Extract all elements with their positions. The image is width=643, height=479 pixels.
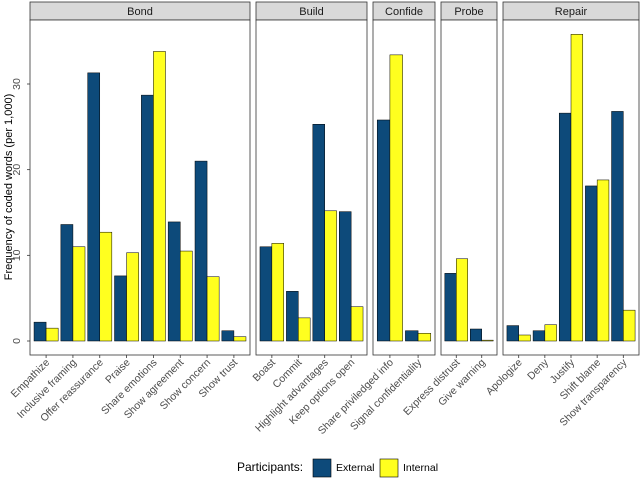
bar-internal-highlight-advantages (324, 210, 337, 342)
bar-external-keep-options-open (339, 211, 352, 342)
strip-label: Repair (555, 6, 588, 18)
legend-label-external: External (336, 462, 375, 474)
bar-internal-shift-blame (596, 179, 610, 342)
strip-label: Probe (454, 6, 483, 18)
strip-label: Confide (385, 6, 423, 18)
y-axis-title: Frequency of coded words (per 1,000) (3, 94, 15, 281)
bar-internal-show-trust (233, 336, 247, 342)
bar-external-praise (114, 275, 127, 342)
strip-label: Build (299, 6, 323, 18)
bar-external-express-distrust (444, 273, 457, 342)
bar-internal-apologize (518, 334, 531, 342)
bar-internal-empathize (45, 327, 59, 342)
bar-external-show-concern (194, 160, 208, 342)
bar-internal-deny (544, 324, 557, 342)
y-axis-title-group: Frequency of coded words (per 1,000) (3, 94, 15, 281)
bar-internal-praise (126, 252, 139, 342)
bar-internal-offer-reassurance (99, 231, 113, 342)
bar-external-show-transparency (611, 111, 624, 342)
bar-internal-show-concern (206, 276, 220, 342)
y-axis: 0 10 20 30 (11, 78, 30, 344)
bar-internal-signal-confidentiality (417, 333, 432, 342)
bar-external-show-agreement (167, 221, 181, 342)
legend-swatch-external (312, 458, 332, 478)
bar-internal-express-distrust (456, 258, 468, 342)
bar-external-show-trust (221, 330, 235, 342)
bar-internal-give-warning (481, 339, 494, 342)
x-tick-label-apologize: Apologize (484, 357, 525, 398)
bar-external-inclusive-framing (60, 224, 74, 342)
legend-title: Participants: (237, 460, 303, 474)
bar-external-commit (286, 291, 299, 342)
bar-internal-share-emotions (153, 51, 166, 342)
bar-external-signal-confidentiality (405, 330, 419, 342)
bar-internal-show-agreement (179, 250, 193, 342)
y-tick-label: 0 (11, 338, 23, 344)
bar-external-boast (259, 246, 273, 342)
bar-internal-share-priviledged-info (389, 54, 403, 342)
y-tick-label: 10 (11, 249, 23, 261)
bar-internal-keep-options-open (350, 306, 364, 342)
bar-external-offer-reassurance (87, 72, 101, 342)
bar-internal-commit (298, 317, 311, 342)
bar-internal-justify (570, 34, 584, 342)
legend-label-internal: Internal (403, 462, 438, 474)
bar-external-empathize (33, 321, 47, 342)
bar-external-give-warning (470, 328, 482, 342)
y-tick-label: 30 (11, 78, 23, 90)
bar-external-deny (532, 330, 546, 342)
legend-swatch-internal (379, 458, 399, 478)
y-tick-label: 20 (11, 164, 23, 176)
bar-external-shift-blame (585, 185, 598, 342)
bar-internal-boast (271, 243, 285, 342)
strip-label: Bond (127, 6, 153, 18)
bar-external-apologize (506, 325, 519, 342)
bar-internal-inclusive-framing (72, 246, 86, 342)
legend: Participants: External Internal (237, 458, 438, 478)
bar-external-highlight-advantages (312, 124, 325, 342)
bar-internal-show-transparency (623, 309, 636, 342)
bar-external-share-emotions (141, 94, 154, 342)
bar-external-justify (558, 112, 572, 342)
bar-external-share-priviledged-info (376, 119, 391, 342)
